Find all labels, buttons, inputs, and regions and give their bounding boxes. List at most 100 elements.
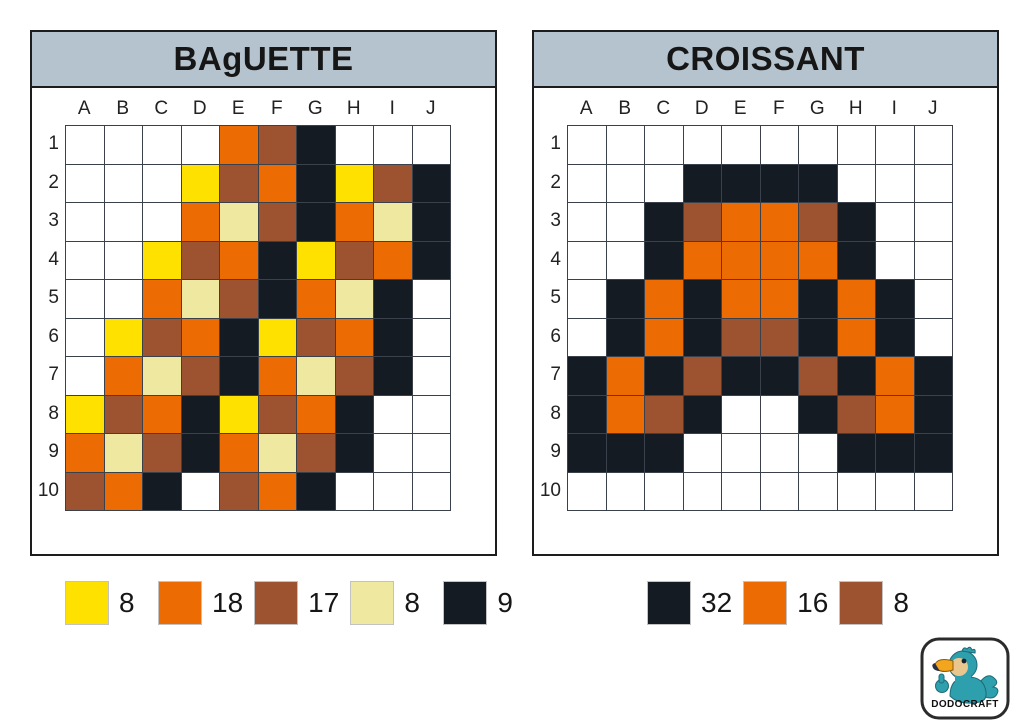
grid-cell [606, 395, 645, 434]
grid-cell [683, 472, 722, 511]
grid-cell [66, 126, 105, 165]
panel-croissant-title-bar: CROISSANT [534, 32, 997, 88]
legend-item: 16 [743, 581, 839, 625]
grid-cell [258, 164, 297, 203]
color-swatch [647, 581, 691, 625]
grid-cell [104, 164, 143, 203]
grid-cell [374, 164, 413, 203]
legend-item: 32 [647, 581, 743, 625]
grid-cell [914, 126, 953, 165]
grid-cell [335, 280, 374, 319]
grid-cell [876, 395, 915, 434]
grid-cell [66, 280, 105, 319]
grid-cell [606, 280, 645, 319]
grid-cell [837, 164, 876, 203]
grid-cell [876, 280, 915, 319]
grid-cell [374, 241, 413, 280]
grid-cell [412, 318, 451, 357]
grid-cell [143, 126, 182, 165]
grid-cell [181, 395, 220, 434]
row-label: 10 [539, 479, 561, 501]
grid-cell [143, 318, 182, 357]
grid-cell [412, 164, 451, 203]
grid-cell [914, 395, 953, 434]
row-label: 3 [48, 210, 59, 231]
dodo-bird-icon: DODOCRAFT [920, 637, 1010, 720]
grid-cell [837, 472, 876, 511]
grid-cell [606, 357, 645, 396]
column-label: J [928, 98, 938, 119]
column-label: F [772, 98, 785, 119]
grid-cell [335, 357, 374, 396]
grid-cell [143, 280, 182, 319]
grid-cell [722, 241, 761, 280]
legend-item: 9 [443, 581, 536, 625]
grid-cell [412, 357, 451, 396]
column-label: H [848, 98, 863, 119]
grid-cell [799, 241, 838, 280]
grid-cell [258, 126, 297, 165]
legend-item: 8 [350, 581, 443, 625]
row-label: 8 [550, 402, 561, 424]
grid-cell [914, 357, 953, 396]
color-count: 8 [119, 587, 135, 618]
grid-cell [66, 395, 105, 434]
color-swatch [158, 581, 202, 625]
grid-cell [606, 164, 645, 203]
panel-baguette-title: BAgUETTE [173, 40, 354, 77]
grid-cell [799, 126, 838, 165]
grid-cell [568, 472, 607, 511]
grid-cell [722, 203, 761, 242]
color-count: 16 [797, 587, 829, 618]
pixel-grid-croissant [567, 125, 953, 511]
grid-cell [645, 357, 684, 396]
grid-cell [104, 280, 143, 319]
legend-item: 8 [65, 581, 158, 625]
grid-cell [568, 203, 607, 242]
grid-cell [335, 164, 374, 203]
grid-cell [837, 126, 876, 165]
grid-cell [374, 472, 413, 511]
grid-cell [876, 241, 915, 280]
grid-cell [220, 164, 259, 203]
grid-cell [104, 357, 143, 396]
color-swatch [743, 581, 788, 625]
column-label: I [891, 98, 897, 119]
grid-cell [297, 280, 336, 319]
grid-cell [143, 395, 182, 434]
grid-cell [181, 241, 220, 280]
grid-cell [220, 126, 259, 165]
grid-cell [66, 318, 105, 357]
grid-cell [722, 472, 761, 511]
grid-cell [143, 434, 182, 473]
grid-cell [220, 357, 259, 396]
grid-cell [876, 357, 915, 396]
grid-cell [760, 434, 799, 473]
grid-cell [683, 241, 722, 280]
grid-cell [258, 280, 297, 319]
column-label: F [270, 98, 283, 119]
grid-cell [374, 434, 413, 473]
grid-cell [645, 203, 684, 242]
row-label: 9 [550, 441, 561, 462]
row-label: 4 [48, 248, 59, 270]
grid-cell [568, 318, 607, 357]
grid-cell [645, 472, 684, 511]
grid-cell [335, 241, 374, 280]
grid-cell [760, 280, 799, 319]
grid-cell [258, 472, 297, 511]
color-swatch [839, 581, 884, 625]
grid-cell [722, 164, 761, 203]
grid-cell [104, 126, 143, 165]
grid-cell [335, 126, 374, 165]
grid-cell [683, 280, 722, 319]
grid-cell [374, 357, 413, 396]
column-label: D [694, 98, 709, 119]
grid-cell [335, 472, 374, 511]
grid-cell [143, 472, 182, 511]
column-label: A [77, 98, 91, 119]
grid-cell [66, 241, 105, 280]
column-label: E [733, 98, 747, 119]
color-swatch [350, 581, 395, 625]
row-label: 3 [550, 210, 561, 231]
